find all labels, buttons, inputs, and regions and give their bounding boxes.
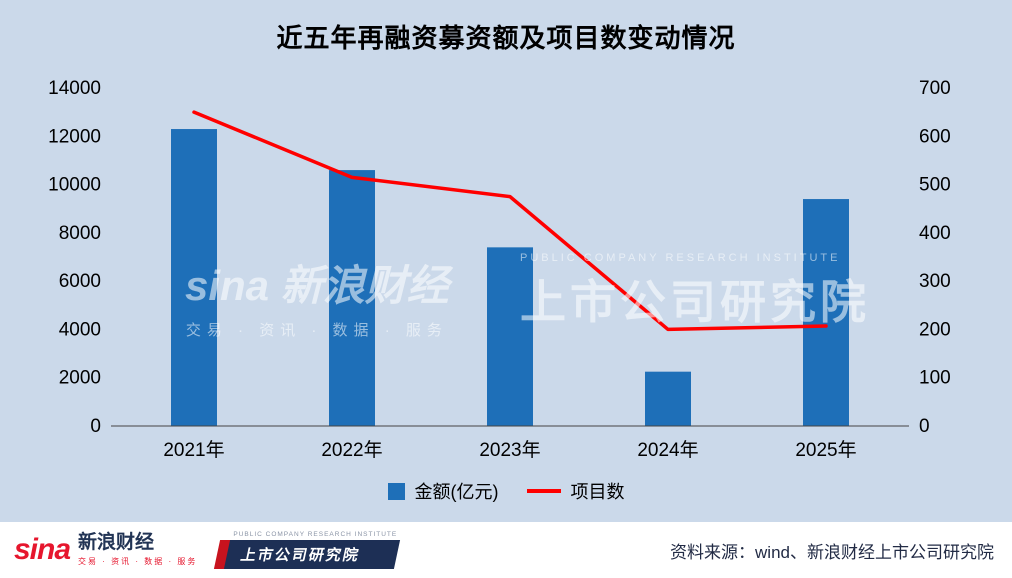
legend-bar-swatch [387,482,405,500]
right-axis-tick: 300 [919,271,951,292]
right-axis-tick: 400 [919,223,951,244]
left-axis-tick: 14000 [48,78,101,99]
right-axis-tick: 500 [919,175,951,196]
sina-brand-tagline: 交易 · 资讯 · 数据 · 服务 [78,556,198,566]
right-axis-tick: 100 [919,368,951,389]
data-source-label: 资料来源：wind、新浪财经上市公司研究院 [670,542,994,562]
right-axis-tick: 0 [919,416,930,437]
institute-logo-name: 上市公司研究院 [220,540,401,569]
x-axis-tick: 2024年 [637,439,698,461]
left-axis-tick: 2000 [59,368,101,389]
sina-brand-name: 新浪财经 [78,532,155,554]
x-axis-tick: 2021年 [163,439,224,461]
footer-bar: sina 新浪财经 交易 · 资讯 · 数据 · 服务 PUBLIC COMPA… [0,522,1012,578]
left-axis-tick: 6000 [59,271,101,292]
left-axis-tick: 12000 [48,126,101,147]
bar-2025年 [803,199,849,426]
legend-line-label: 项目数 [570,482,625,502]
right-axis-tick: 200 [919,319,951,340]
sina-brand-block: 新浪财经 交易 · 资讯 · 数据 · 服务 [78,532,198,567]
bar-2023年 [487,247,533,426]
line-series [192,110,828,332]
right-axis-tick: 700 [919,78,951,99]
institute-logo: PUBLIC COMPANY RESEARCH INSTITUTE 上市公司研究… [220,531,401,569]
legend-line-swatch [526,489,561,493]
chart-legend: 金额(亿元) 项目数 [0,478,1012,504]
left-axis-tick: 0 [90,416,101,437]
x-axis-tick: 2022年 [321,439,382,461]
chart-title: 近五年再融资募资额及项目数变动情况 [276,23,736,53]
x-axis-tick: 2023年 [479,439,540,461]
right-axis-tick: 600 [919,126,951,147]
bar-2022年 [329,170,375,426]
legend-bar-label: 金额(亿元) [414,482,499,502]
sina-logo: sina [14,533,71,566]
bar-2024年 [645,371,691,426]
left-axis-tick: 4000 [59,319,101,340]
left-axis-tick: 8000 [59,223,101,244]
x-axis-tick: 2025年 [795,439,856,461]
left-axis-tick: 10000 [48,175,101,196]
bar-2021年 [171,129,217,426]
combo-chart-plot: 0 2000 4000 6000 8000 10000 12000 14000 0 100 200 3… [48,78,951,461]
institute-logo-subtitle: PUBLIC COMPANY RESEARCH INSTITUTE [233,531,398,538]
